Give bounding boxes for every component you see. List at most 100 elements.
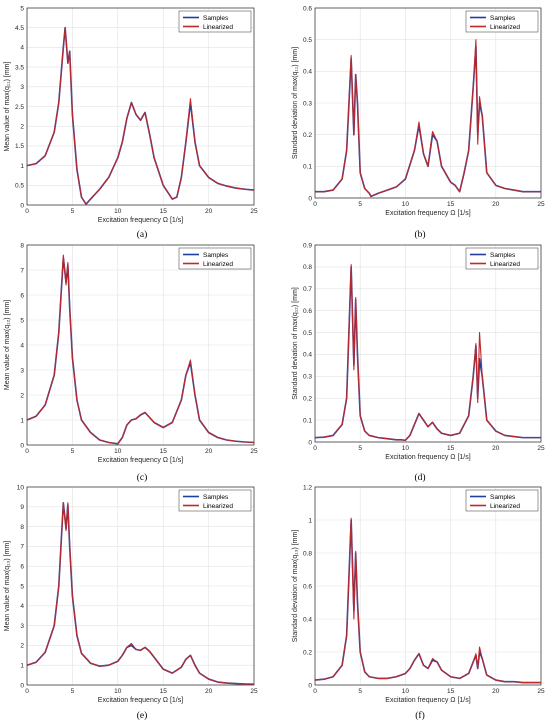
chart-panel: 0 5 10 15 20 25 0 1 2 3 4 5 6 7 8 9 10 Samples Linearized E…: [4, 484, 258, 721]
axes-box: [314, 7, 542, 199]
x-tick-label: 20: [205, 688, 213, 695]
y-tick-label: 10: [17, 484, 25, 491]
x-tick-label: 25: [537, 445, 545, 452]
y-tick-label: 5: [20, 5, 24, 12]
y-tick-label: 5: [20, 317, 24, 324]
legend: Samples Linearized: [465, 489, 539, 512]
y-tick-label: 5: [20, 583, 24, 590]
chart-panel: 0 5 10 15 20 25 0 0.2 0.4 0.6 0.8 1 1.2 Samples Linear…: [292, 484, 545, 721]
y-tick-label: 6: [20, 292, 24, 299]
y-tick-label: 4: [20, 342, 24, 349]
y-tick-label: 0.3: [303, 374, 312, 381]
x-tick-label: 5: [71, 448, 75, 455]
x-tick-label: 20: [205, 208, 213, 215]
x-tick-label: 10: [114, 448, 122, 455]
y-tick-label: 0.6: [303, 583, 312, 590]
y-tick-label: 0: [20, 682, 24, 689]
x-axis-label: Excitation frequency Ω [1/s]: [385, 697, 470, 704]
series-line-linearized: [26, 27, 255, 205]
legend-label: Linearized: [490, 24, 520, 31]
chart-panel: 0 5 10 15 20 25 0 1 2 3 4 5 6 7 8 Samples Linearized Exci…: [4, 242, 258, 483]
y-tick-label: 0.5: [15, 183, 24, 190]
y-tick-label: 1.5: [15, 143, 24, 150]
y-tick-label: 0.6: [303, 5, 312, 12]
x-tick-label: 0: [313, 445, 317, 452]
x-axis-label: Excitation frequency Ω [1/s]: [385, 454, 470, 461]
y-tick-label: 8: [20, 524, 24, 531]
x-tick-label: 10: [114, 208, 122, 215]
y-tick-label: 0.8: [303, 550, 312, 557]
chart-panel: 0 5 10 15 20 25 0 0.1 0.2 0.3 0.4 0.5 0.6 Samples Line…: [292, 5, 545, 240]
x-tick-label: 15: [447, 688, 455, 695]
legend-label: Samples: [490, 15, 516, 22]
legend-label: Samples: [490, 252, 516, 259]
y-tick-label: 0: [20, 442, 24, 449]
y-tick-label: 3: [20, 84, 24, 91]
y-axis-label: Mean value of max(q₁₃) [mm]: [4, 541, 11, 631]
legend-label: Linearized: [490, 261, 520, 268]
y-tick-label: 0.9: [303, 242, 312, 249]
y-tick-label: 2: [20, 392, 24, 399]
y-axis-label: Standard deviation of max(q₁₃) [mm]: [292, 530, 299, 643]
legend-label: Samples: [203, 494, 229, 501]
y-tick-label: 4: [20, 603, 24, 610]
x-axis-label: Excitation frequency Ω [1/s]: [98, 457, 183, 464]
y-axis-label: Standard deviation of max(q₁₁) [mm]: [292, 47, 299, 159]
y-tick-label: 3: [20, 367, 24, 374]
series-line-linearized: [314, 264, 541, 441]
y-tick-label: 1.2: [303, 484, 312, 491]
x-axis-label: Excitation frequency Ω [1/s]: [385, 210, 470, 217]
x-tick-label: 10: [402, 445, 410, 452]
x-tick-label: 25: [537, 201, 545, 208]
y-tick-label: 0.7: [303, 286, 312, 293]
series-line-linearized: [26, 502, 255, 685]
x-tick-label: 15: [160, 208, 168, 215]
y-tick-label: 8: [20, 242, 24, 249]
axes-box: [314, 244, 542, 443]
y-tick-label: 2: [20, 643, 24, 650]
panel-label: (b): [414, 229, 425, 240]
legend-label: Linearized: [490, 503, 520, 510]
panel-label: (a): [137, 229, 148, 240]
x-tick-label: 5: [358, 688, 362, 695]
x-tick-label: 10: [114, 688, 122, 695]
y-tick-label: 0.4: [303, 352, 312, 359]
legend-label: Linearized: [203, 24, 233, 31]
y-tick-label: 0.4: [303, 69, 312, 76]
x-tick-label: 15: [447, 445, 455, 452]
legend: Samples Linearized: [178, 10, 252, 33]
y-tick-label: 0.5: [303, 330, 312, 337]
y-tick-label: 0.4: [303, 616, 312, 623]
chart-panel: 0 5 10 15 20 25 0 0.5 1 1.5 2 2.5 3 3.5 4 4.5 5 Samples Li…: [4, 5, 258, 240]
y-tick-label: 1: [308, 517, 312, 524]
x-tick-label: 5: [358, 201, 362, 208]
y-tick-label: 3.5: [15, 64, 24, 71]
y-tick-label: 4.5: [15, 25, 24, 32]
x-tick-label: 0: [25, 688, 29, 695]
y-tick-label: 2: [20, 124, 24, 131]
x-tick-label: 5: [358, 445, 362, 452]
y-tick-label: 1: [20, 663, 24, 670]
x-tick-label: 15: [160, 688, 168, 695]
y-tick-label: 4: [20, 45, 24, 52]
x-tick-label: 20: [492, 201, 500, 208]
x-axis-label: Excitation frequency Ω [1/s]: [98, 697, 183, 704]
y-tick-label: 0.2: [303, 396, 312, 403]
x-tick-label: 25: [250, 208, 258, 215]
y-axis-label: Mean value of max(q₁₂) [mm]: [4, 300, 11, 390]
legend: Samples Linearized: [465, 247, 539, 270]
y-tick-label: 0.2: [303, 132, 312, 139]
axes-box: [26, 486, 255, 686]
x-tick-label: 15: [160, 448, 168, 455]
y-tick-label: 0.1: [303, 417, 312, 424]
y-tick-label: 7: [20, 267, 24, 274]
axes-box: [26, 244, 255, 446]
legend-label: Samples: [490, 494, 516, 501]
x-tick-label: 0: [25, 448, 29, 455]
legend-label: Linearized: [203, 261, 233, 268]
y-tick-label: 7: [20, 544, 24, 551]
legend-label: Samples: [203, 15, 229, 22]
y-tick-label: 0.6: [303, 308, 312, 315]
legend-label: Linearized: [203, 503, 233, 510]
chart-panel: 0 5 10 15 20 25 0 0.1 0.2 0.3 0.4 0.5 0.6 0.7 0.8 0.9 Sa…: [292, 242, 545, 483]
